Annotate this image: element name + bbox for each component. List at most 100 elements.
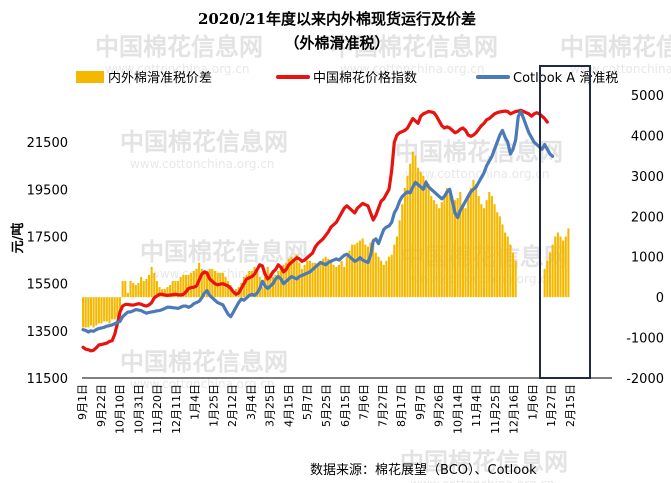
legend: 内外棉滑准税价差 中国棉花价格指数 Cotlook A 滑准税 xyxy=(76,70,618,86)
watermark-text: 中国棉花信息网 xyxy=(120,128,288,156)
left-tick-label: 21500 xyxy=(27,136,68,151)
bar-mark xyxy=(453,200,457,298)
bar-mark xyxy=(387,256,391,298)
x-tick-label: 10月14日 xyxy=(451,384,464,434)
right-tick-label: -1000 xyxy=(626,332,664,347)
right-tick-label: 5000 xyxy=(631,89,664,104)
bar-mark xyxy=(395,236,399,298)
bar-mark xyxy=(440,202,443,298)
source-note: 数据来源：棉花展望（BCO）、Cotlook xyxy=(310,462,537,478)
bar-mark xyxy=(142,280,145,298)
bar-mark xyxy=(562,240,565,298)
bar-mark xyxy=(245,274,248,298)
bar-mark xyxy=(477,196,480,298)
bar-mark xyxy=(314,262,317,298)
bar-mark xyxy=(163,289,166,298)
bar-mark xyxy=(84,297,87,328)
bar-mark xyxy=(306,260,309,298)
x-tick-label: 5月7日 xyxy=(301,384,314,420)
bar-mark xyxy=(340,260,343,298)
bar-mark xyxy=(150,266,153,298)
bar-mark xyxy=(129,280,132,298)
bar-mark xyxy=(200,268,203,298)
bar-mark xyxy=(229,285,232,298)
bar-mark xyxy=(443,196,446,298)
bar-mark xyxy=(322,258,325,298)
bar-mark xyxy=(274,274,277,298)
bar-mark xyxy=(137,282,140,298)
bar-mark xyxy=(430,196,433,298)
bar-mark xyxy=(385,260,388,298)
bar-mark xyxy=(155,280,158,298)
bar-mark xyxy=(248,270,251,298)
x-tick-label: 3月25日 xyxy=(264,384,277,427)
bar-mark xyxy=(298,262,301,298)
line-series xyxy=(81,108,555,353)
bar-mark xyxy=(190,272,193,298)
x-tick-label: 9月22日 xyxy=(95,384,108,427)
x-tick-label: 12月16日 xyxy=(508,384,521,434)
bar-mark xyxy=(422,175,425,298)
legend-swatch-bar xyxy=(76,71,104,83)
left-tick-label: 15500 xyxy=(27,278,68,293)
bar-mark xyxy=(169,285,172,298)
bar-mark xyxy=(419,171,422,298)
bar-mark xyxy=(390,254,393,298)
bar-mark xyxy=(153,272,156,298)
left-tick-label: 19500 xyxy=(27,183,68,198)
x-tick-label: 5月25日 xyxy=(320,384,333,427)
bar-mark xyxy=(451,196,454,298)
bar-mark xyxy=(456,198,459,298)
bar-mark xyxy=(277,270,280,298)
x-tick-label: 2月15日 xyxy=(564,384,577,427)
bar-mark xyxy=(464,208,467,298)
bar-mark xyxy=(182,274,185,298)
bar-mark xyxy=(409,163,412,298)
bar-mark xyxy=(87,297,90,328)
x-tick-label: 12月11日 xyxy=(170,384,183,434)
bar-mark xyxy=(92,297,95,328)
x-tick-label: 11月25日 xyxy=(489,384,502,434)
bar-mark xyxy=(467,196,470,298)
bar-mark xyxy=(250,270,253,298)
bar-mark xyxy=(472,179,475,298)
bar-mark xyxy=(147,274,151,298)
bar-mark xyxy=(543,268,546,298)
bar-mark xyxy=(266,266,269,298)
bar-mark xyxy=(475,183,478,298)
legend-label-bar: 内外棉滑准税价差 xyxy=(108,70,212,86)
bar-mark xyxy=(319,260,322,298)
x-tick-label: 9月7日 xyxy=(414,384,427,420)
bar-mark xyxy=(496,212,499,298)
bar-mark xyxy=(551,244,554,298)
right-tick-label: 4000 xyxy=(631,129,664,144)
bar-mark xyxy=(432,200,435,298)
watermark-text: 中国棉花信息网 xyxy=(330,33,498,61)
bar-mark xyxy=(358,240,362,298)
watermark-url: www.cottonchina.org.cn xyxy=(130,157,274,171)
bar-mark xyxy=(100,297,103,324)
bar-mark xyxy=(308,260,311,298)
bar-mark xyxy=(498,216,501,298)
bar-mark xyxy=(427,183,430,298)
bar-mark xyxy=(126,293,129,298)
bar-mark xyxy=(261,287,264,298)
bar-mark xyxy=(103,297,106,322)
bar-mark xyxy=(311,262,314,298)
bar-mark xyxy=(401,204,404,298)
chart-title: 2020/21年度以来内外棉现货运行及价差 xyxy=(198,10,476,28)
bar-mark xyxy=(424,179,428,298)
bar-mark xyxy=(353,244,356,298)
bar-mark xyxy=(564,236,567,298)
highlight-box xyxy=(539,65,591,379)
bar-mark xyxy=(95,297,98,326)
bar-mark xyxy=(124,280,127,298)
bar-mark xyxy=(145,278,148,298)
bar-mark xyxy=(300,268,304,298)
watermark-url: www.cottonchina.org.cn xyxy=(340,62,484,76)
bar-mark xyxy=(417,167,420,298)
bar-mark xyxy=(345,256,348,298)
bar-mark xyxy=(205,270,209,298)
chart-subtitle: （外棉滑准税） xyxy=(284,34,389,52)
